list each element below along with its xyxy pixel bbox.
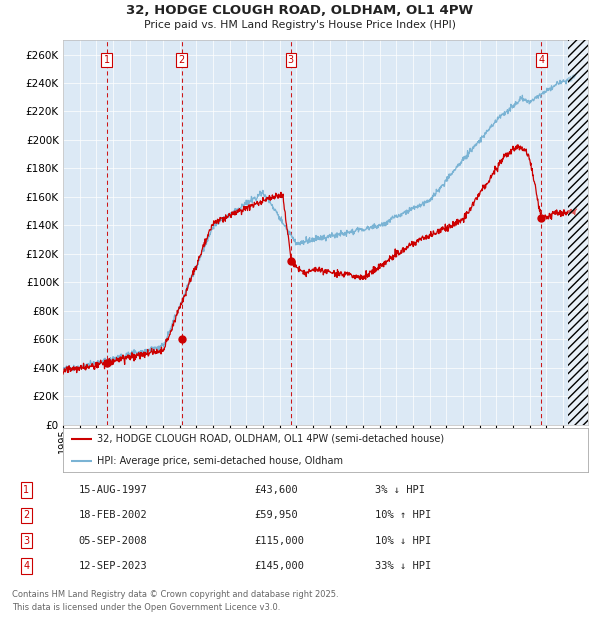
Text: £145,000: £145,000	[254, 561, 304, 571]
Text: 33% ↓ HPI: 33% ↓ HPI	[375, 561, 431, 571]
Text: 15-AUG-1997: 15-AUG-1997	[78, 485, 147, 495]
Text: This data is licensed under the Open Government Licence v3.0.: This data is licensed under the Open Gov…	[12, 603, 280, 612]
Text: 1: 1	[104, 55, 110, 65]
Text: £43,600: £43,600	[254, 485, 298, 495]
Text: 2: 2	[23, 510, 29, 520]
Text: 3% ↓ HPI: 3% ↓ HPI	[375, 485, 425, 495]
Text: £59,950: £59,950	[254, 510, 298, 520]
Text: 4: 4	[538, 55, 544, 65]
Text: 3: 3	[23, 536, 29, 546]
Text: 10% ↓ HPI: 10% ↓ HPI	[375, 536, 431, 546]
Text: 10% ↑ HPI: 10% ↑ HPI	[375, 510, 431, 520]
Text: 2: 2	[179, 55, 185, 65]
Text: 05-SEP-2008: 05-SEP-2008	[78, 536, 147, 546]
Text: 12-SEP-2023: 12-SEP-2023	[78, 561, 147, 571]
Text: 32, HODGE CLOUGH ROAD, OLDHAM, OL1 4PW (semi-detached house): 32, HODGE CLOUGH ROAD, OLDHAM, OL1 4PW (…	[97, 434, 444, 444]
Text: 3: 3	[288, 55, 294, 65]
Text: HPI: Average price, semi-detached house, Oldham: HPI: Average price, semi-detached house,…	[97, 456, 343, 466]
Text: 4: 4	[23, 561, 29, 571]
Text: 32, HODGE CLOUGH ROAD, OLDHAM, OL1 4PW: 32, HODGE CLOUGH ROAD, OLDHAM, OL1 4PW	[127, 4, 473, 17]
Text: Contains HM Land Registry data © Crown copyright and database right 2025.: Contains HM Land Registry data © Crown c…	[12, 590, 338, 600]
Text: Price paid vs. HM Land Registry's House Price Index (HPI): Price paid vs. HM Land Registry's House …	[144, 20, 456, 30]
Text: 1: 1	[23, 485, 29, 495]
Text: 18-FEB-2002: 18-FEB-2002	[78, 510, 147, 520]
Text: £115,000: £115,000	[254, 536, 304, 546]
